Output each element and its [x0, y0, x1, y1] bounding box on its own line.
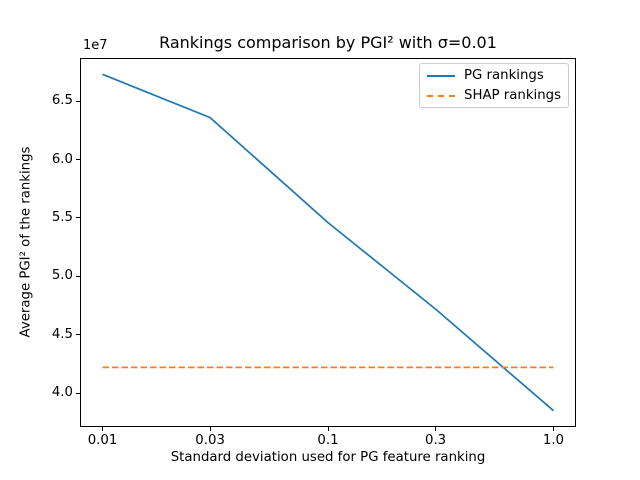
legend-item: SHAP rankings	[427, 88, 562, 103]
legend-solid-line-sample	[427, 74, 455, 77]
x-tick-label: 0.3	[424, 433, 447, 448]
x-tick-label: 0.1	[317, 433, 339, 448]
y-tick-label: 4.5	[51, 326, 73, 342]
y-tick-mark	[76, 392, 80, 394]
x-axis-label: Standard deviation used for PG feature r…	[170, 450, 486, 465]
legend-label: SHAP rankings	[464, 88, 562, 103]
y-tick-label: 5.0	[51, 268, 73, 284]
x-tick-label: 0.03	[195, 433, 225, 448]
y-tick-label: 4.0	[51, 385, 73, 401]
legend-label: PG rankings	[464, 68, 544, 83]
y-tick-mark	[76, 100, 80, 102]
legend-item: PG rankings	[427, 68, 560, 83]
y-tick-mark	[76, 334, 80, 336]
y-axis-offset-multiplier: 1e7	[83, 38, 108, 53]
data-lines-svg	[102, 73, 555, 412]
x-tick-mark	[327, 427, 329, 431]
x-tick-label: 1.0	[542, 433, 565, 448]
y-tick-mark	[76, 217, 80, 219]
x-tick-mark	[102, 427, 104, 431]
chart-title: Rankings comparison by PGI² with σ=0.01	[159, 33, 497, 52]
x-tick-mark	[209, 427, 211, 431]
x-tick-mark	[435, 427, 437, 431]
y-tick-mark	[76, 275, 80, 277]
y-tick-label: 6.0	[51, 151, 73, 167]
legend: PG rankings SHAP rankings	[419, 63, 569, 108]
legend-dashed-line-sample	[427, 94, 455, 97]
y-tick-label: 5.5	[51, 209, 73, 225]
x-tick-label: 0.01	[87, 433, 118, 448]
series-line-pg-rankings	[102, 73, 555, 412]
y-tick-mark	[76, 159, 80, 161]
y-tick-label: 6.5	[51, 93, 73, 109]
plot-area	[80, 58, 576, 427]
x-tick-mark	[552, 427, 554, 431]
y-axis-label: Average PGI² of the rankings	[18, 146, 34, 338]
